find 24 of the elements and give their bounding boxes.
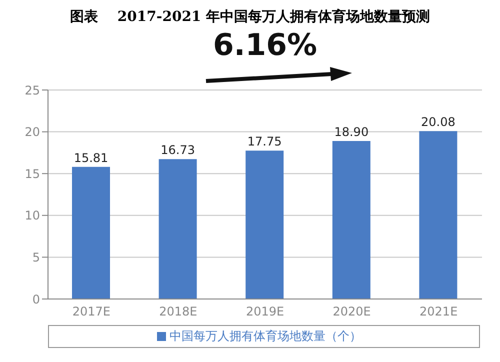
bar [246,150,284,299]
data-label: 17.75 [247,134,282,149]
x-tick-label: 2018E [159,304,198,319]
x-tick-label: 2020E [332,304,371,319]
y-tick-label: 20 [24,125,40,140]
text: 6.16% [213,28,318,63]
y-tick-label: 10 [24,208,40,223]
legend-label: 中国每万人拥有体育场地数量（个） [170,329,362,343]
chart-title: 图表 2017-2021 年中国每万人拥有体育场地数量预测 [70,9,430,25]
data-label: 20.08 [421,115,456,130]
data-label: 18.90 [334,124,369,139]
x-tick-label: 2019E [246,304,284,319]
data-label: 16.73 [160,143,195,158]
y-tick-label: 25 [24,83,40,98]
x-tick-label: 2021E [420,304,458,319]
bar [158,159,197,299]
x-tick-label: 2017E [72,304,110,319]
data-label: 15.81 [74,150,108,165]
bar [419,131,458,299]
y-tick-label: 5 [32,250,40,264]
bar [332,140,370,299]
y-tick-label: 0 [32,292,40,306]
y-tick-label: 15 [24,166,40,181]
bar [72,166,110,299]
